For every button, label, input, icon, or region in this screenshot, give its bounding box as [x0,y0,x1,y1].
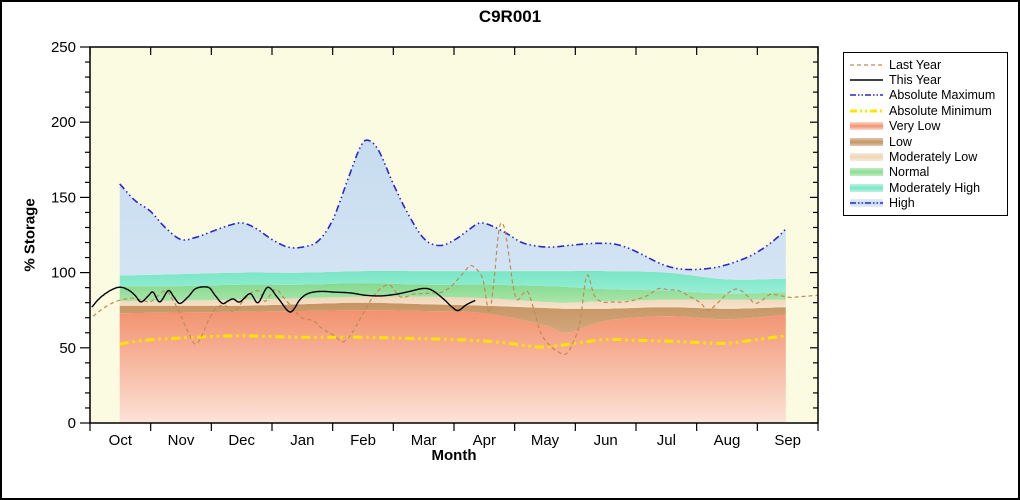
legend-swatch-low [849,136,885,148]
legend-swatch-moderately-low [849,151,885,163]
band-high [119,140,786,280]
series-line-last-year [92,222,818,355]
band-very-low [119,310,786,423]
y-tick-label: 100 [51,265,76,282]
x-tick-label: Oct [109,432,133,449]
legend-label: Moderately Low [889,150,978,165]
legend-label: This Year [889,73,942,88]
legend-swatch-this-year [849,74,885,86]
band-normal [119,283,786,303]
x-tick-label: Mar [411,432,437,449]
legend-label: Normal [889,165,930,180]
y-tick-label: 200 [51,114,76,131]
y-tick-label: 150 [51,189,76,206]
legend-swatch-high [849,197,885,209]
legend-item: Very Low [849,119,1005,134]
legend-item: Last Year [849,57,1005,72]
band-moderately-high [119,271,786,294]
x-tick-label: Nov [168,432,195,449]
legend-label: Very Low [889,119,941,134]
legend-item: Moderately Low [849,149,1005,164]
legend-label: Last Year [889,57,942,72]
x-tick-label: Sep [774,432,801,449]
legend-item: This Year [849,72,1005,87]
legend-item: Low [849,134,1005,149]
legend-swatch-moderately-high [849,182,885,194]
band-low [119,302,786,333]
x-tick-label: Jul [657,432,676,449]
legend-swatch-normal [849,166,885,178]
y-tick-label: 250 [51,39,76,56]
legend-swatch-very-low [849,120,885,132]
x-tick-label: Jan [290,432,314,449]
legend-label: Absolute Maximum [889,88,996,103]
x-tick-label: Feb [350,432,376,449]
chart-title: C9R001 [478,7,542,26]
y-tick-label: 50 [59,340,76,357]
series-line-absolute-minimum [119,334,786,349]
x-tick-label: May [531,432,560,449]
legend-label: Low [889,134,912,149]
x-tick-label: Aug [714,432,741,449]
legend-item: Normal [849,165,1005,180]
x-tick-label: Jun [594,432,618,449]
legend-swatch-absolute-minimum [849,105,885,117]
series-line-this-year [91,286,476,313]
legend: Last Year This Year Absolute Maximum Absolu… [843,52,1008,216]
legend-label: Absolute Minimum [889,103,992,118]
legend-item: Moderately High [849,180,1005,195]
x-tick-label: Apr [473,432,496,449]
legend-item: High [849,196,1005,211]
legend-item: Absolute Minimum [849,103,1005,118]
legend-label: High [889,196,915,211]
band-moderately-low [119,296,786,309]
x-tick-label: Dec [228,432,255,449]
legend-swatch-last-year [849,59,885,71]
legend-item: Absolute Maximum [849,88,1005,103]
x-axis-label: Month [431,447,477,464]
legend-label: Moderately High [889,180,981,195]
y-tick-label: 0 [68,415,76,432]
legend-swatch-absolute-maximum [849,89,885,101]
series-line-absolute-maximum [119,139,787,271]
